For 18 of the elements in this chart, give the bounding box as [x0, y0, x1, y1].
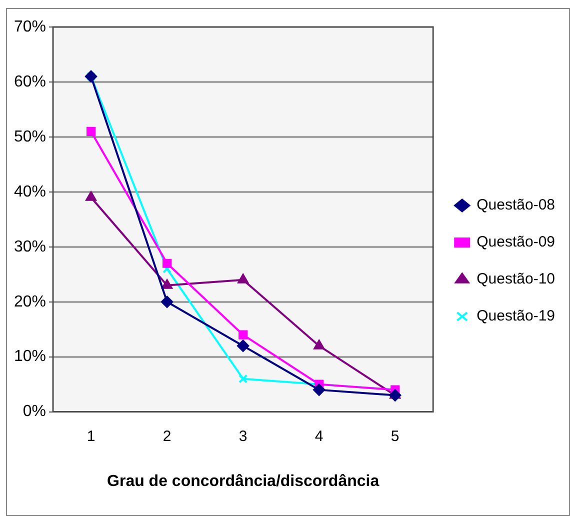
y-tick-label: 20%	[14, 293, 46, 310]
y-tick-label: 50%	[14, 128, 46, 146]
legend-label: Questão-19	[476, 308, 556, 325]
x-axis-title: Grau de concordância/discordância	[107, 472, 380, 490]
x-tick-label: 1	[86, 428, 96, 445]
x-tick-label: 5	[390, 428, 400, 445]
y-tick-label: 40%	[14, 183, 46, 200]
y-tick-label: 0%	[22, 403, 46, 420]
y-tick-label: 60%	[14, 73, 46, 90]
legend-label: Questão-08	[476, 196, 556, 214]
legend-label: Questão-10	[476, 270, 556, 288]
y-tick-label: 10%	[14, 348, 46, 366]
y-tick-label: 30%	[14, 238, 46, 256]
x-tick-label: 3	[238, 428, 248, 445]
x-tick-label: 2	[162, 428, 172, 445]
y-tick-label: 70%	[14, 18, 46, 36]
x-tick-label: 4	[314, 428, 324, 445]
legend-label: Questão-09	[476, 234, 556, 251]
